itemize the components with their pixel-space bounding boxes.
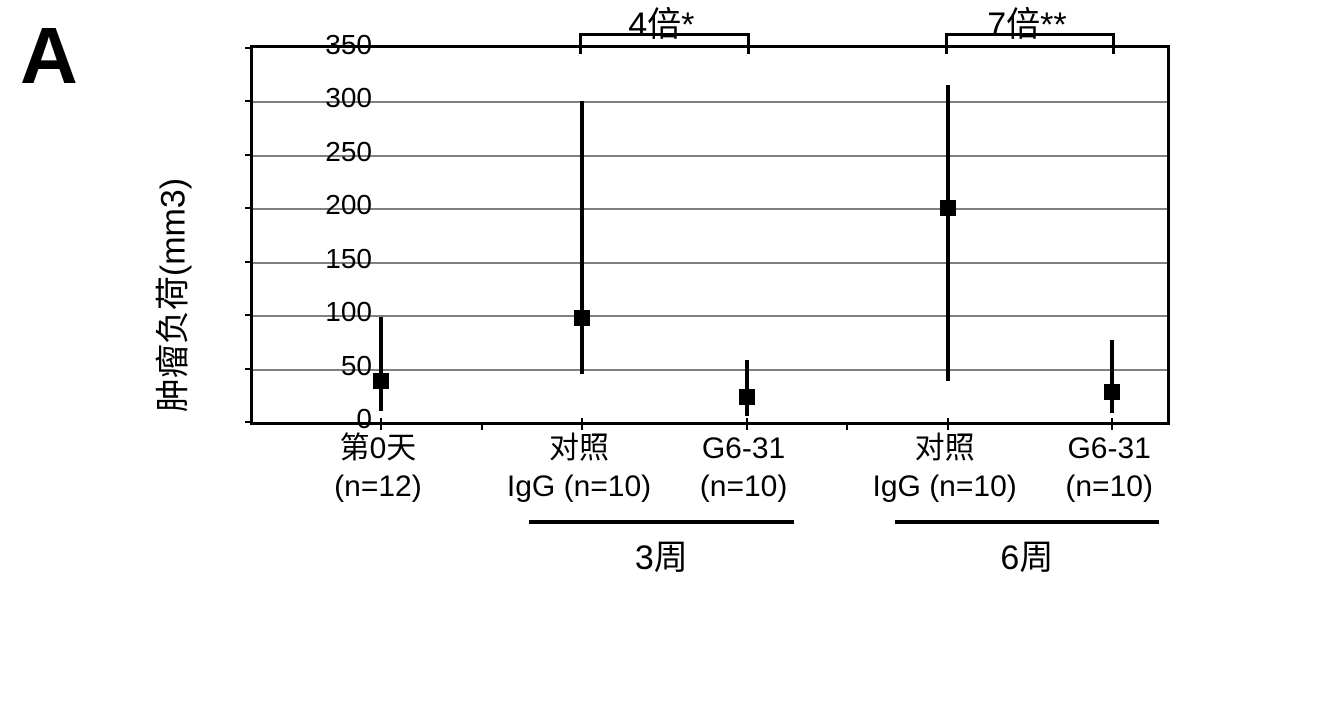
gridline bbox=[253, 369, 1167, 371]
gridline bbox=[253, 262, 1167, 264]
y-tick bbox=[245, 261, 253, 263]
y-tick bbox=[245, 207, 253, 209]
gridline bbox=[253, 208, 1167, 210]
error-bar bbox=[745, 360, 749, 416]
x-category-label: 第0天(n=12) bbox=[334, 430, 422, 505]
group-label: 3周 bbox=[635, 530, 688, 579]
error-bar bbox=[379, 317, 383, 411]
x-category-label: 对照IgG (n=10) bbox=[873, 430, 1017, 505]
x-tick bbox=[746, 418, 748, 430]
plot-area bbox=[250, 45, 1170, 425]
y-tick-label: 50 bbox=[312, 350, 372, 382]
y-tick-label: 250 bbox=[312, 136, 372, 168]
x-category-label: G6-31(n=10) bbox=[1065, 430, 1153, 505]
y-tick-label: 350 bbox=[312, 29, 372, 61]
annotation-label: 7倍** bbox=[987, 0, 1066, 46]
annotation-label: 4倍* bbox=[628, 0, 694, 46]
y-tick-label: 300 bbox=[312, 82, 372, 114]
y-tick-label: 150 bbox=[312, 243, 372, 275]
error-bar bbox=[946, 85, 950, 381]
y-tick-label: 100 bbox=[312, 296, 372, 328]
y-tick bbox=[245, 421, 253, 423]
y-tick bbox=[245, 47, 253, 49]
y-tick bbox=[245, 368, 253, 370]
x-tick bbox=[1111, 418, 1113, 430]
x-category-label: G6-31(n=10) bbox=[700, 430, 788, 505]
error-bar bbox=[1110, 340, 1114, 414]
group-underline bbox=[529, 520, 794, 524]
x-tick-minor bbox=[846, 422, 848, 430]
y-tick bbox=[245, 154, 253, 156]
data-marker bbox=[373, 373, 389, 389]
x-category-label: 对照IgG (n=10) bbox=[507, 430, 651, 505]
data-marker bbox=[1104, 384, 1120, 400]
figure-container: A 肿瘤负荷(mm3) 050100150200250300350第0天(n=1… bbox=[0, 0, 1319, 718]
data-marker bbox=[940, 200, 956, 216]
gridline bbox=[253, 101, 1167, 103]
x-tick bbox=[380, 418, 382, 430]
data-marker bbox=[574, 310, 590, 326]
gridline bbox=[253, 155, 1167, 157]
group-label: 6周 bbox=[1000, 530, 1053, 579]
x-tick bbox=[581, 418, 583, 430]
y-tick bbox=[245, 314, 253, 316]
panel-label: A bbox=[20, 10, 78, 102]
group-underline bbox=[895, 520, 1160, 524]
x-tick bbox=[947, 418, 949, 430]
gridline bbox=[253, 315, 1167, 317]
chart: 肿瘤负荷(mm3) 050100150200250300350第0天(n=12)… bbox=[170, 25, 1220, 565]
error-bar bbox=[580, 101, 584, 373]
x-tick-minor bbox=[481, 422, 483, 430]
data-marker bbox=[739, 389, 755, 405]
y-tick bbox=[245, 100, 253, 102]
y-axis-title: 肿瘤负荷(mm3) bbox=[146, 178, 195, 412]
y-tick-label: 200 bbox=[312, 189, 372, 221]
